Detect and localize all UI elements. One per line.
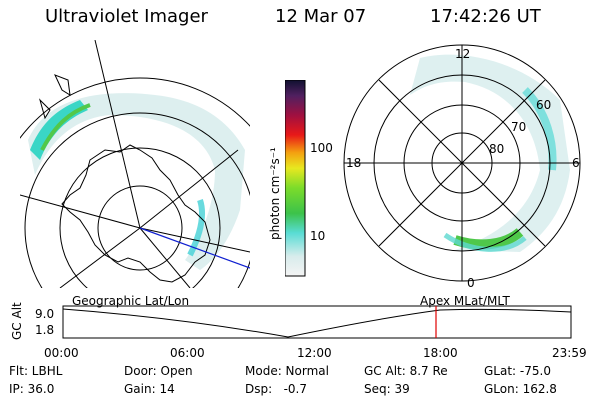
xtick-1200: 12:00 (297, 346, 332, 360)
mlt-label-12: 12 (455, 47, 471, 61)
xtick-0000: 00:00 (44, 346, 79, 360)
status-mode: Mode: Normal (245, 364, 329, 378)
altitude-ylabel: GC Alt (10, 302, 24, 340)
colorbar-tick-100: 100 (310, 141, 333, 155)
status-seq: Seq: 39 (364, 382, 410, 396)
status-gc-alt: GC Alt: 8.7 Re (364, 364, 448, 378)
mlt-label-6: 6 (572, 156, 580, 170)
mlt-label-18: 18 (346, 156, 362, 170)
mlat-label-70: 70 (511, 120, 527, 134)
longitude-lines (20, 40, 250, 288)
xtick-1800: 18:00 (423, 346, 458, 360)
status-filter: Flt: LBHL (9, 364, 63, 378)
instrument-title: Ultraviolet Imager (45, 6, 208, 27)
colorbar-unit-label: photon cm⁻²s⁻¹ (268, 147, 282, 240)
color-bar (285, 80, 306, 277)
mlt-label-0: 0 (467, 276, 475, 290)
status-glat: GLat: -75.0 (484, 364, 551, 378)
status-glon: GLon: 162.8 (484, 382, 557, 396)
status-gain: Gain: 14 (124, 382, 175, 396)
header-date: 12 Mar 07 (275, 6, 367, 27)
latitude-circles (20, 77, 250, 288)
colorbar-tick-10: 10 (310, 229, 326, 243)
mlat-label-60: 60 (536, 98, 552, 112)
xtick-2359: 23:59 (552, 346, 587, 360)
status-door: Door: Open (124, 364, 193, 378)
status-dsp: Dsp: -0.7 (245, 382, 308, 396)
altitude-ytick-bottom: 1.8 (35, 323, 55, 337)
left-aurora-emission (28, 93, 245, 271)
header-time: 17:42:26 UT (430, 6, 541, 27)
spacecraft-track (139, 227, 250, 269)
status-ip: IP: 36.0 (9, 382, 55, 396)
antarctica-coastline (61, 144, 211, 283)
altitude-ytick-top: 9.0 (35, 307, 55, 321)
xtick-0600: 06:00 (170, 346, 205, 360)
mlat-label-80: 80 (489, 142, 505, 156)
right-map-caption: Apex MLat/MLT (420, 294, 510, 308)
left-map-caption: Geographic Lat/Lon (72, 294, 190, 308)
